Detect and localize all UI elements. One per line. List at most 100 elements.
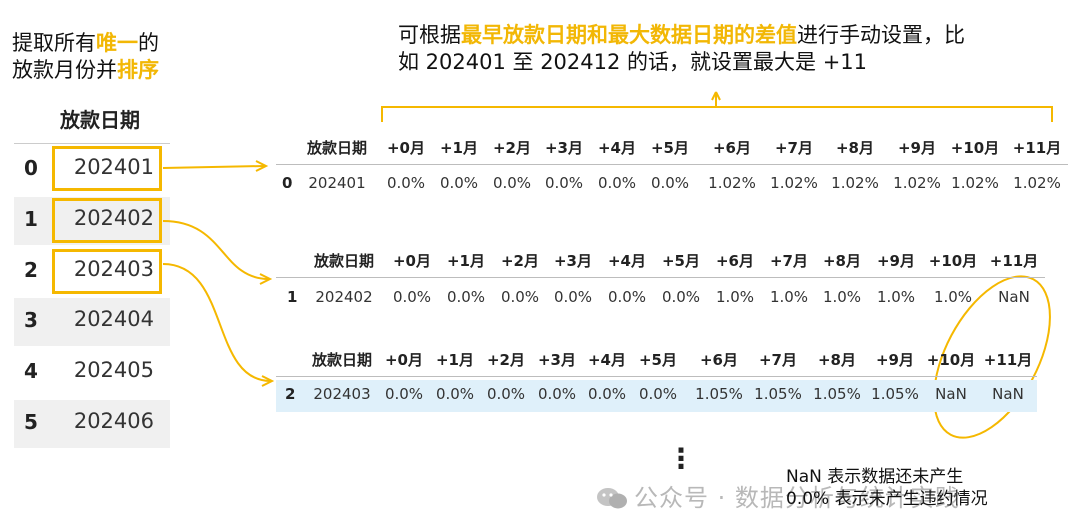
row-index: 2 xyxy=(24,258,38,282)
rate-cell: 1.05% xyxy=(813,385,861,403)
highlighted-row-bg xyxy=(276,380,1037,412)
rate-cell: 0.0% xyxy=(638,385,678,403)
rate-cell: 1.02% xyxy=(708,174,756,192)
rate-cell: 0.0% xyxy=(553,288,593,306)
row-index: 4 xyxy=(24,359,38,383)
rate-cell: 1.02% xyxy=(770,174,818,192)
column-header: +0月 xyxy=(384,351,423,369)
table-header-divider xyxy=(276,376,1037,377)
column-header: +0月 xyxy=(386,139,425,157)
legend-notes: NaN 表示数据还未产生 0.0% 表示未产生违约情况 xyxy=(786,466,988,510)
rate-cell: 1.0% xyxy=(933,288,973,306)
rate-cell: 1.0% xyxy=(715,288,755,306)
column-header: +10月 xyxy=(928,252,978,270)
row-index: 1 xyxy=(287,288,298,306)
column-header: +11月 xyxy=(989,252,1039,270)
column-header: +5月 xyxy=(650,139,689,157)
column-header: +9月 xyxy=(876,252,915,270)
column-header: +9月 xyxy=(875,351,914,369)
column-header: +4月 xyxy=(597,139,636,157)
column-header: +6月 xyxy=(715,252,754,270)
loan-date-value: 202402 xyxy=(73,206,154,230)
rate-cell: 1.02% xyxy=(951,174,999,192)
rate-cell: 0.0% xyxy=(486,385,526,403)
column-header: +4月 xyxy=(587,351,626,369)
loan-date-cell: 202403 xyxy=(313,385,371,403)
column-header: 放款日期 xyxy=(311,351,372,369)
wechat-icon xyxy=(596,486,628,510)
column-header: +9月 xyxy=(897,139,936,157)
rate-cell: 0.0% xyxy=(386,174,426,192)
column-header: +11月 xyxy=(1012,139,1062,157)
arrow-row0 xyxy=(162,165,265,169)
arrow-row1 xyxy=(162,220,269,280)
column-header: +11月 xyxy=(983,351,1033,369)
rate-cell: NaN xyxy=(998,288,1030,306)
arrow-row2-head xyxy=(261,375,275,387)
rate-cell: 0.0% xyxy=(392,288,432,306)
rate-cell: 1.02% xyxy=(893,174,941,192)
table-header-divider xyxy=(276,277,1045,278)
rate-cell: 0.0% xyxy=(544,174,584,192)
column-header: +3月 xyxy=(537,351,576,369)
column-header: +10月 xyxy=(950,139,1000,157)
left-table-row: 4 202405 xyxy=(14,349,170,397)
rate-cell: NaN xyxy=(992,385,1024,403)
loan-date-value: 202405 xyxy=(73,358,154,382)
left-table-row: 5 202406 xyxy=(14,400,170,448)
right-caption: 可根据最早放款日期和最大数据日期的差值进行手动设置，比 如 202401 至 2… xyxy=(398,22,965,76)
column-header: +2月 xyxy=(500,252,539,270)
watermark: 公众号 · 数据分析与统计实践 xyxy=(596,478,960,513)
loan-date-value: 202404 xyxy=(73,307,154,331)
rate-cell: 1.02% xyxy=(1013,174,1061,192)
rate-cell: 1.05% xyxy=(754,385,802,403)
highlight-box-202402 xyxy=(52,198,162,243)
column-header: +1月 xyxy=(435,351,474,369)
rate-cell: 1.02% xyxy=(831,174,879,192)
column-header: +1月 xyxy=(446,252,485,270)
loan-date-cell: 202401 xyxy=(308,174,366,192)
column-header: +5月 xyxy=(638,351,677,369)
column-header: +8月 xyxy=(822,252,861,270)
row-index: 1 xyxy=(24,207,38,231)
rate-cell: 1.05% xyxy=(871,385,919,403)
rate-cell: 0.0% xyxy=(650,174,690,192)
row-index: 0 xyxy=(282,174,293,192)
left-table-divider xyxy=(14,143,170,144)
column-header: +6月 xyxy=(712,139,751,157)
row-index: 0 xyxy=(24,156,38,180)
right-caption-text-2: 进行手动设置，比 xyxy=(797,23,965,47)
watermark-text: 公众号 · 数据分析与统计实践 xyxy=(634,484,960,512)
column-header: +6月 xyxy=(699,351,738,369)
rate-cell: 0.0% xyxy=(435,385,475,403)
ellipsis: ⋮ xyxy=(667,442,695,475)
rate-cell: 0.0% xyxy=(597,174,637,192)
rate-cell: 0.0% xyxy=(446,288,486,306)
table-header-divider xyxy=(276,164,1068,165)
column-header: +2月 xyxy=(492,139,531,157)
brace-bracket xyxy=(381,92,1053,122)
arrow-row1-head xyxy=(259,273,273,285)
rate-cell: 0.0% xyxy=(439,174,479,192)
rate-cell: 0.0% xyxy=(607,288,647,306)
loan-date-value: 202401 xyxy=(73,155,154,179)
left-caption-line2: 放款月份并 xyxy=(12,58,117,82)
left-table-row: 3 202404 xyxy=(14,298,170,346)
row-index: 2 xyxy=(285,385,296,403)
column-header: 放款日期 xyxy=(306,139,367,157)
rate-cell: NaN xyxy=(935,385,967,403)
column-header: +3月 xyxy=(544,139,583,157)
column-header: +7月 xyxy=(774,139,813,157)
column-header: +7月 xyxy=(769,252,808,270)
rate-cell: 0.0% xyxy=(492,174,532,192)
loan-date-value: 202403 xyxy=(73,257,154,281)
highlight-box-202403 xyxy=(52,249,162,294)
rate-cell: 1.05% xyxy=(695,385,743,403)
column-header: +1月 xyxy=(439,139,478,157)
right-caption-text: 可根据 xyxy=(398,23,461,47)
column-header: +8月 xyxy=(817,351,856,369)
row-index: 5 xyxy=(24,410,38,434)
rate-cell: 1.0% xyxy=(822,288,862,306)
rate-cell: 0.0% xyxy=(587,385,627,403)
